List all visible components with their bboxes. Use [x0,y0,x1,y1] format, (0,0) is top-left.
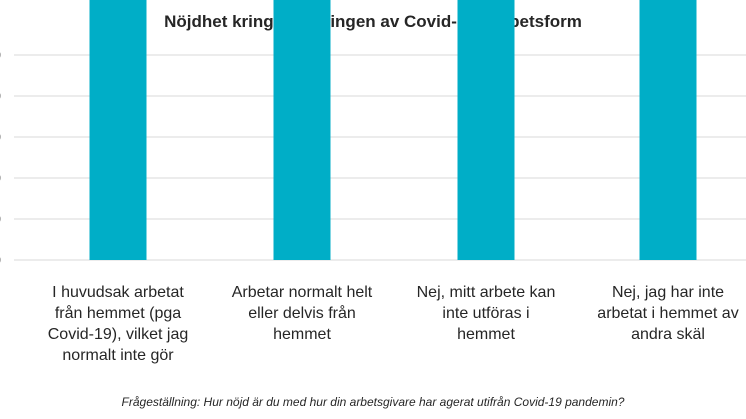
x-tick-label: Nej, mitt arbete kan inte utföras i hemmet [417,284,556,343]
bar [89,0,147,260]
bar [639,0,697,260]
x-tick-label: Nej, jag har inte arbetat i hemmet av andr… [597,284,738,343]
y-tick-label: 20 [0,170,1,187]
x-tick-label: I huvudsak arbetat från hemmet (pga Covid-… [48,284,189,364]
y-tick-label: 0 [0,252,1,269]
bar [273,0,331,260]
bar [457,0,515,261]
y-tick-label: 30 [0,129,1,146]
chart-footnote: Frågeställning: Hur nöjd är du med hur d… [121,395,625,409]
y-tick-label: 50 [0,47,1,64]
y-tick-label: 40 [0,88,1,105]
y-tick-label: 10 [0,211,1,228]
x-tick-label: Arbetar normalt helt eller delvis från hem… [232,284,373,343]
